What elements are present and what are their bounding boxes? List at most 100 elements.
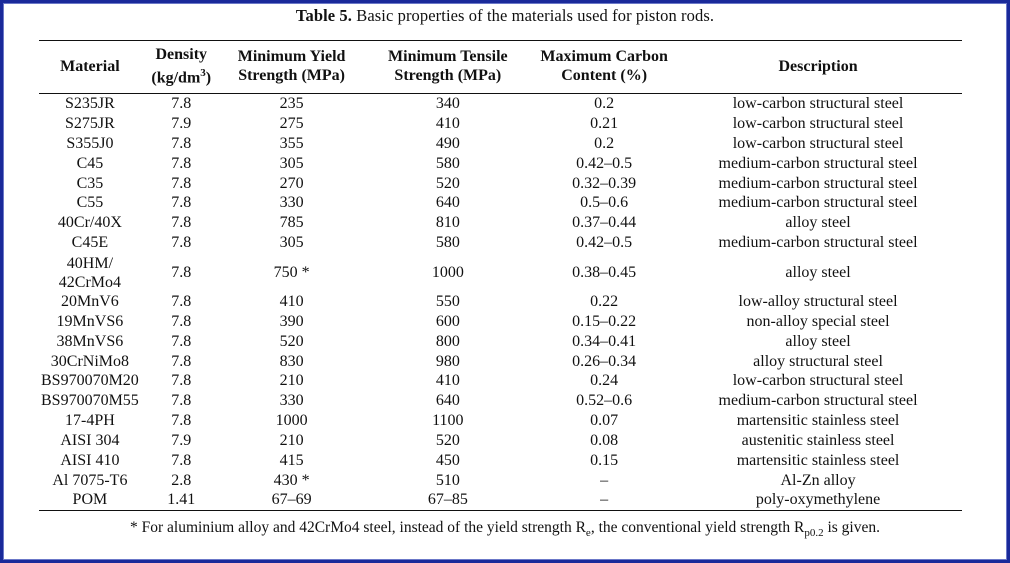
cell-density: 7.8 [171, 134, 192, 152]
cell-density: 2.8 [171, 471, 192, 489]
cell-carbon: 0.15–0.22 [572, 312, 637, 330]
cell-description: austenitic stainless steel [741, 431, 895, 449]
table-row: 38MnVS6 7.8 520 800 0.34–0.41 alloy steel [39, 332, 962, 352]
cell-yield: 305 [279, 234, 304, 252]
cell-material: C55 [76, 194, 104, 212]
header-yield-strength: Minimum Yield Strength (MPa) [221, 39, 362, 95]
table-row: C45 7.8 305 580 0.42–0.5 medium-carbon struct… [39, 154, 962, 174]
cell-yield: 355 [279, 134, 304, 152]
header-yield-line1: Minimum Yield [237, 48, 346, 66]
cell-material: C45E [71, 234, 109, 252]
cell-description: medium-carbon structural steel [718, 234, 918, 252]
table-row: AISI 410 7.8 415 450 0.15 martensitic stainle… [39, 451, 962, 471]
cell-material: AISI 304 [60, 431, 120, 449]
table-row: 40HM/42CrMo4 7.8 750 * 1000 0.38–0.45 alloy s… [39, 253, 962, 292]
cell-description: poly-oxymethylene [674, 490, 962, 512]
table-row: BS970070M55 7.8 330 640 0.52–0.6 medium-carbo… [39, 391, 962, 411]
footnote-sub1: e [585, 527, 591, 540]
cell-tensile: 550 [435, 293, 460, 310]
table-header-row: Material Density (kg/dm3) Minimum Yield St… [39, 39, 962, 95]
cell-tensile: 510 [435, 471, 460, 489]
cell-description: martensitic stainless steel [736, 451, 900, 469]
cell-material-line1: 40HM/ [66, 254, 114, 272]
cell-tensile: 600 [435, 312, 460, 330]
cell-material: 17-4PH [65, 412, 115, 430]
cell-tensile: 67–85 [361, 490, 535, 512]
cell-tensile: 520 [435, 431, 460, 449]
cell-description: low-carbon structural steel [732, 372, 904, 390]
cell-material: 20MnV6 [61, 293, 119, 310]
cell-description: alloy steel [785, 263, 851, 281]
header-carbon-content: Maximum Carbon Content (%) [534, 39, 675, 95]
table-row: 20MnV6 7.8 410 550 0.22 low-alloy structural … [39, 292, 962, 312]
cell-material: Al 7075-T6 [52, 471, 128, 489]
cell-description: medium-carbon structural steel [718, 194, 918, 212]
cell-density: 1.41 [140, 490, 222, 512]
cell-yield: 210 [279, 431, 304, 449]
cell-yield: 785 [279, 214, 304, 232]
cell-description: martensitic stainless steel [736, 412, 900, 430]
cell-material: C45 [76, 154, 104, 172]
table-caption-label: Table 5. [295, 6, 352, 25]
cell-material: S355J0 [66, 134, 114, 152]
cell-tensile: 490 [435, 134, 460, 152]
cell-density: 7.8 [171, 372, 192, 390]
cell-yield: 330 [279, 392, 304, 410]
footnote-part1: * For aluminium alloy and 42CrMo4 steel,… [130, 519, 586, 536]
cell-density: 7.8 [171, 332, 192, 350]
header-density-close: ) [205, 69, 212, 87]
cell-density: 7.8 [171, 392, 192, 410]
cell-carbon: 0.26–0.34 [572, 352, 637, 370]
cell-carbon: 0.34–0.41 [572, 332, 637, 350]
cell-description: low-alloy structural steel [738, 293, 898, 310]
table-row: BS970070M20 7.8 210 410 0.24 low-carbon struc… [39, 371, 962, 391]
cell-material: AISI 410 [60, 451, 120, 469]
cell-tensile: 340 [435, 95, 460, 113]
cell-carbon: 0.24 [590, 372, 619, 390]
cell-tensile: 810 [435, 214, 460, 232]
header-tensile-line1: Minimum Tensile [388, 48, 508, 66]
cell-yield: 830 [279, 352, 304, 370]
cell-tensile: 520 [435, 174, 460, 192]
footnote-sub2: p0.2 [804, 527, 824, 540]
cell-carbon: 0.07 [590, 412, 619, 430]
cell-description: non-alloy special steel [746, 312, 890, 330]
header-material-label: Material [60, 57, 120, 75]
table-row: S355J0 7.8 355 490 0.2 low-carbon structural … [39, 134, 962, 154]
table-row: 19MnVS6 7.8 390 600 0.15–0.22 non-alloy speci… [39, 312, 962, 332]
cell-carbon: – [600, 471, 609, 489]
cell-description: low-carbon structural steel [732, 95, 904, 113]
cell-yield: 750 * [273, 263, 310, 281]
cell-density: 7.8 [171, 194, 192, 212]
cell-density: 7.9 [171, 431, 192, 449]
cell-yield: 305 [279, 154, 304, 172]
cell-description: alloy steel [785, 214, 851, 232]
cell-material: 38MnVS6 [56, 332, 124, 350]
materials-table: Material Density (kg/dm3) Minimum Yield St… [39, 39, 962, 512]
table-caption-text: Basic properties of the materials used f… [352, 6, 715, 25]
cell-description: low-carbon structural steel [732, 134, 904, 152]
cell-material: 19MnVS6 [56, 312, 124, 330]
cell-density: 7.9 [171, 115, 192, 133]
table-row: C45E 7.8 305 580 0.42–0.5 medium-carbon struc… [39, 233, 962, 253]
cell-yield: 390 [279, 312, 304, 330]
cell-yield: 520 [279, 332, 304, 350]
cell-tensile: 980 [435, 352, 460, 370]
cell-carbon: 0.15 [590, 451, 619, 469]
cell-carbon: 0.42–0.5 [576, 154, 633, 172]
cell-description: medium-carbon structural steel [718, 174, 918, 192]
cell-material: 40HM/42CrMo4 [39, 253, 141, 292]
cell-tensile: 450 [435, 451, 460, 469]
table-row: S235JR 7.8 235 340 0.2 low-carbon structural … [39, 94, 962, 114]
cell-density: 7.8 [171, 154, 192, 172]
cell-carbon: 0.38–0.45 [572, 263, 637, 281]
cell-carbon: 0.2 [594, 95, 615, 113]
table-row: C55 7.8 330 640 0.5–0.6 medium-carbon structu… [39, 194, 962, 214]
cell-density: 7.8 [171, 234, 192, 252]
cell-carbon: 0.37–0.44 [572, 214, 637, 232]
cell-description: Al-Zn alloy [780, 471, 856, 489]
cell-yield: 235 [279, 95, 304, 113]
header-description-label: Description [778, 57, 858, 75]
cell-tensile: 410 [435, 372, 460, 390]
header-density-line1: Density [155, 46, 208, 63]
